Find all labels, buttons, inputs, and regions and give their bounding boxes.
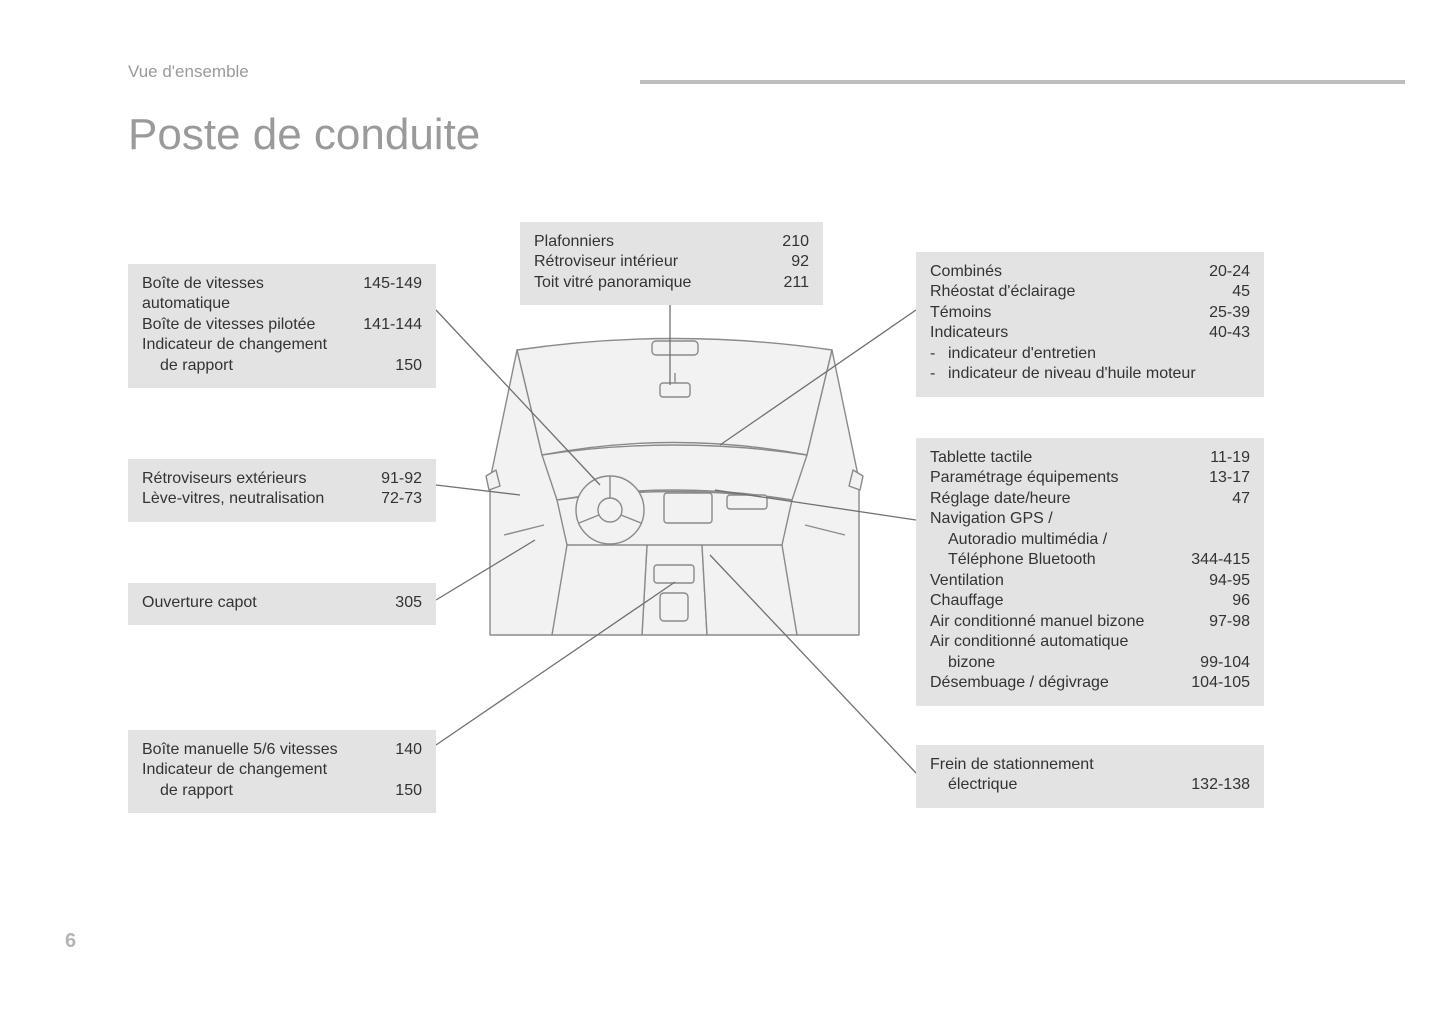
callout-pageref: 92 — [783, 252, 809, 272]
callout-pageref: 72-73 — [373, 489, 422, 509]
callout-pageref: 305 — [387, 593, 422, 613]
callout-pageref: 145-149 — [355, 274, 422, 315]
callout-pageref — [1242, 755, 1250, 775]
callout-label: Rétroviseurs extérieurs — [142, 469, 373, 489]
callout-label: Réglage date/heure — [930, 489, 1224, 509]
callout-label: Indicateurs — [930, 323, 1201, 343]
callout-label: Indicateur de changement — [142, 335, 414, 355]
bullet-text: indicateur de niveau d'huile moteur — [948, 364, 1196, 384]
callout-pageref: 94-95 — [1201, 571, 1250, 591]
page-title: Poste de conduite — [128, 110, 480, 160]
callout-label: Paramétrage équipements — [930, 468, 1201, 488]
callout-pageref: 150 — [387, 781, 422, 801]
callout-pageref: 96 — [1224, 591, 1250, 611]
callout-pageref: 47 — [1224, 489, 1250, 509]
callout-pageref: 141-144 — [355, 315, 422, 335]
callout-parking-brake: Frein de stationnementélectrique132-138 — [916, 745, 1264, 808]
callout-pageref: 104-105 — [1183, 673, 1250, 693]
callout-label: Rhéostat d'éclairage — [930, 282, 1224, 302]
callout-label: Ouverture capot — [142, 593, 387, 613]
callout-pageref — [1242, 632, 1250, 652]
dashboard-illustration — [482, 335, 867, 655]
callout-label: Frein de stationnement — [930, 755, 1242, 775]
callout-label: Témoins — [930, 303, 1201, 323]
callout-label: de rapport — [142, 781, 387, 801]
callout-label: de rapport — [142, 356, 387, 376]
callout-label: électrique — [930, 775, 1183, 795]
callout-mirrors-windows: Rétroviseurs extérieurs91-92Lève-vitres,… — [128, 459, 436, 522]
callout-label: Boîte manuelle 5/6 vitesses — [142, 740, 387, 760]
callout-pageref: 150 — [387, 356, 422, 376]
bullet-text: indicateur d'entretien — [948, 344, 1096, 364]
manual-page: Vue d'ensemble Poste de conduite — [0, 0, 1445, 1019]
header-rule — [640, 80, 1405, 84]
callout-pageref: 20-24 — [1201, 262, 1250, 282]
callout-pageref: 211 — [775, 273, 809, 293]
callout-gearbox-auto: Boîte de vitesses automatique145-149Boît… — [128, 264, 436, 388]
callout-pageref: 45 — [1224, 282, 1250, 302]
callout-label: Tablette tactile — [930, 448, 1202, 468]
bullet-dash: - — [930, 344, 948, 364]
callout-label: Chauffage — [930, 591, 1224, 611]
section-label: Vue d'ensemble — [128, 62, 249, 82]
page-number: 6 — [65, 930, 76, 953]
callout-pageref: 210 — [774, 232, 809, 252]
callout-touchscreen: Tablette tactile11-19Paramétrage équipem… — [916, 438, 1264, 706]
callout-label: Téléphone Bluetooth — [930, 550, 1183, 570]
callout-label: Air conditionné automatique — [930, 632, 1242, 652]
callout-label: Indicateur de changement — [142, 760, 414, 780]
callout-pageref: 40-43 — [1201, 323, 1250, 343]
callout-label: Plafonniers — [534, 232, 774, 252]
callout-label: Ventilation — [930, 571, 1201, 591]
callout-pageref: 140 — [387, 740, 422, 760]
callout-instruments: Combinés20-24Rhéostat d'éclairage45 Témoi… — [916, 252, 1264, 397]
callout-ceiling: Plafonniers210Rétroviseur intérieur92 Toi… — [520, 222, 823, 305]
callout-pageref: 91-92 — [373, 469, 422, 489]
callout-pageref — [1242, 530, 1250, 550]
callout-pageref: 13-17 — [1201, 468, 1250, 488]
callout-label: Lève-vitres, neutralisation — [142, 489, 373, 509]
callout-pageref — [1242, 509, 1250, 529]
callout-label: Air conditionné manuel bizone — [930, 612, 1201, 632]
callout-pageref — [414, 760, 422, 780]
callout-pageref — [414, 335, 422, 355]
callout-label: Boîte de vitesses pilotée — [142, 315, 355, 335]
callout-label: Désembuage / dégivrage — [930, 673, 1183, 693]
callout-pageref: 25-39 — [1201, 303, 1250, 323]
callout-pageref: 99-104 — [1192, 653, 1250, 673]
callout-pageref: 132-138 — [1183, 775, 1250, 795]
callout-label: Boîte de vitesses automatique — [142, 274, 355, 315]
bullet-dash: - — [930, 364, 948, 384]
callout-bonnet: Ouverture capot305 — [128, 583, 436, 625]
callout-pageref: 344-415 — [1183, 550, 1250, 570]
callout-label: Rétroviseur intérieur — [534, 252, 783, 272]
callout-label: Combinés — [930, 262, 1201, 282]
callout-label: bizone — [930, 653, 1192, 673]
callout-label: Autoradio multimédia / — [930, 530, 1242, 550]
callout-gearbox-manual: Boîte manuelle 5/6 vitesses140Indicateur… — [128, 730, 436, 813]
callout-label: Toit vitré panoramique — [534, 273, 775, 293]
callout-label: Navigation GPS / — [930, 509, 1242, 529]
callout-pageref: 11-19 — [1202, 448, 1250, 468]
callout-pageref: 97-98 — [1201, 612, 1250, 632]
